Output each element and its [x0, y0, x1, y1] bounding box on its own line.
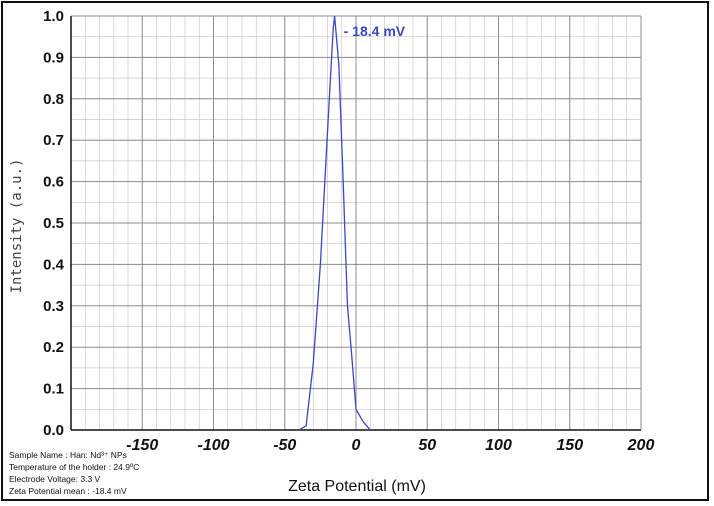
- y-tick-label: 0.8: [43, 91, 64, 108]
- y-axis-label: Intensity (a.u.): [9, 159, 25, 294]
- x-tick-label: 100: [485, 437, 512, 454]
- electrode-voltage: Electrode Voltage: 3.3 V: [9, 474, 101, 484]
- y-tick-label: 0.9: [43, 49, 64, 66]
- axes: [70, 16, 641, 431]
- holder-temperature: Temperature of the holder : 24.9ºC: [9, 462, 140, 472]
- x-tick-label: 200: [627, 437, 655, 454]
- sample-info: Sample Name : Han: Nd³⁺ NPs Temperature …: [9, 449, 139, 497]
- x-tick-label: -50: [273, 437, 296, 454]
- x-tick-label: 150: [556, 437, 583, 454]
- sample-name: Sample Name : Han: Nd³⁺ NPs: [9, 450, 127, 460]
- x-tick-labels: -150 -100 -50 0 50 100 150 200: [126, 437, 654, 454]
- y-tick-label: 0.6: [43, 174, 64, 191]
- y-tick-label: 0.5: [43, 215, 64, 232]
- y-tick-label: 1.0: [43, 8, 64, 25]
- y-tick-label: 0.2: [43, 339, 64, 356]
- y-tick-label: 0.3: [43, 298, 64, 315]
- y-tick-label: 0.0: [43, 422, 64, 439]
- x-tick-label: 50: [418, 437, 436, 454]
- x-tick-label: 0: [352, 437, 361, 454]
- y-tick-label: 0.1: [43, 381, 64, 398]
- major-grid: [70, 15, 642, 431]
- y-tick-label: 0.7: [43, 132, 64, 149]
- x-tick-label: -150: [126, 437, 158, 454]
- series-group: [298, 15, 371, 431]
- chart-frame: [1, 1, 709, 501]
- series-line: [298, 15, 371, 431]
- x-axis-label: Zeta Potential (mV): [288, 478, 426, 495]
- zeta-potential-mean: Zeta Potential mean : -18.4 mV: [9, 486, 127, 496]
- peak-annotation: - 18.4 mV: [344, 23, 406, 39]
- x-tick-label: -100: [197, 437, 229, 454]
- y-tick-label: 0.4: [43, 256, 65, 273]
- y-tick-labels: 0.0 0.1 0.2 0.3 0.4 0.5 0.6 0.7 0.8 0.9 1.0: [43, 8, 65, 439]
